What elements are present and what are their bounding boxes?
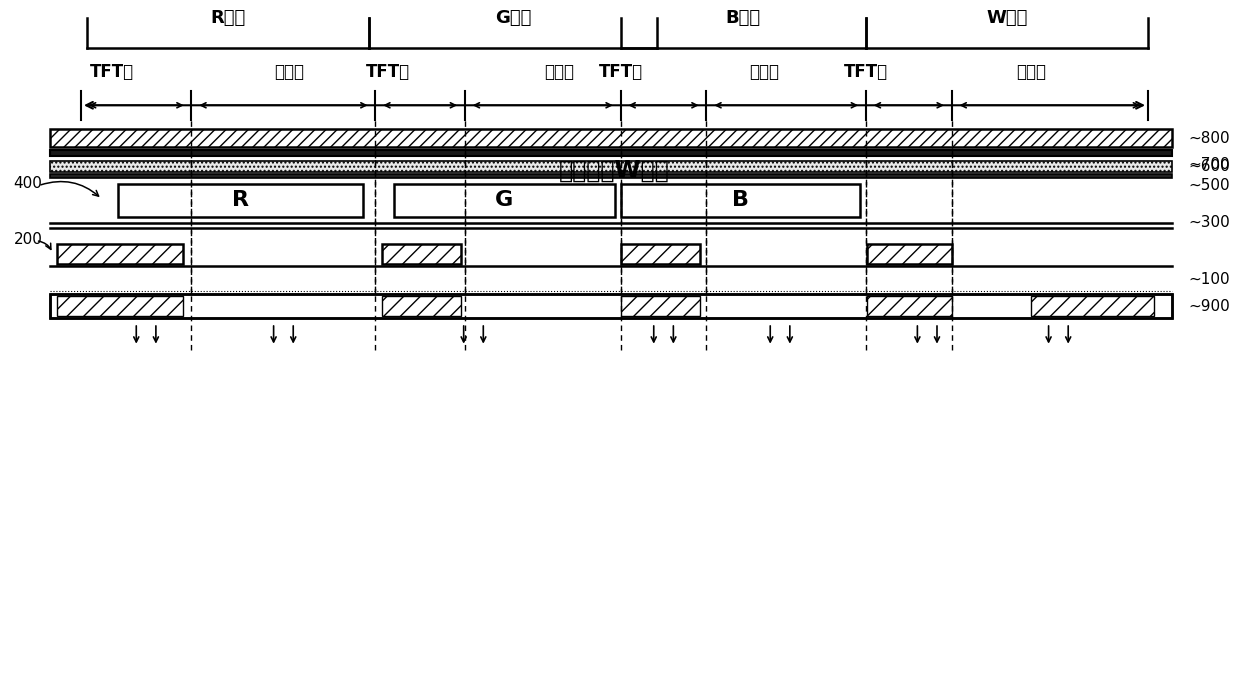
Text: ~900: ~900	[1188, 299, 1230, 314]
Bar	[51, 294, 1173, 318]
Text: 显示区: 显示区	[274, 63, 305, 81]
Text: 显示区: 显示区	[1017, 63, 1047, 81]
Bar	[867, 296, 952, 316]
Text: 显示区: 显示区	[544, 63, 574, 81]
Text: ~500: ~500	[1188, 178, 1230, 192]
Text: 200: 200	[14, 232, 42, 247]
Text: TFT区: TFT区	[843, 63, 888, 81]
Bar	[394, 184, 615, 217]
Bar	[621, 244, 701, 264]
Bar	[867, 244, 952, 264]
Bar	[51, 174, 1173, 178]
Bar	[118, 184, 363, 217]
Text: ~700: ~700	[1188, 157, 1230, 172]
Bar	[51, 129, 1173, 147]
Text: 发白色（W）光: 发白色（W）光	[559, 158, 670, 182]
Bar	[621, 184, 859, 217]
Text: ~800: ~800	[1188, 131, 1230, 145]
Text: B: B	[732, 190, 749, 211]
Bar	[51, 149, 1173, 156]
Text: ~600: ~600	[1188, 159, 1230, 174]
Bar	[51, 161, 1173, 172]
Bar	[1032, 296, 1154, 316]
Text: 400: 400	[14, 176, 42, 191]
Text: G像素: G像素	[495, 9, 532, 28]
Bar	[382, 244, 461, 264]
Text: W像素: W像素	[986, 9, 1028, 28]
Text: R: R	[232, 190, 249, 211]
Text: 显示区: 显示区	[749, 63, 779, 81]
Bar	[621, 296, 701, 316]
Text: G: G	[495, 190, 513, 211]
Text: TFT区: TFT区	[366, 63, 409, 81]
Text: B像素: B像素	[725, 9, 761, 28]
Bar	[57, 296, 182, 316]
Bar	[382, 296, 461, 316]
Text: TFT区: TFT区	[599, 63, 642, 81]
Bar	[57, 244, 182, 264]
Text: ~100: ~100	[1188, 272, 1230, 287]
Text: TFT区: TFT区	[89, 63, 134, 81]
Text: R像素: R像素	[211, 9, 246, 28]
Bar	[51, 294, 1173, 318]
Text: ~300: ~300	[1188, 215, 1230, 230]
